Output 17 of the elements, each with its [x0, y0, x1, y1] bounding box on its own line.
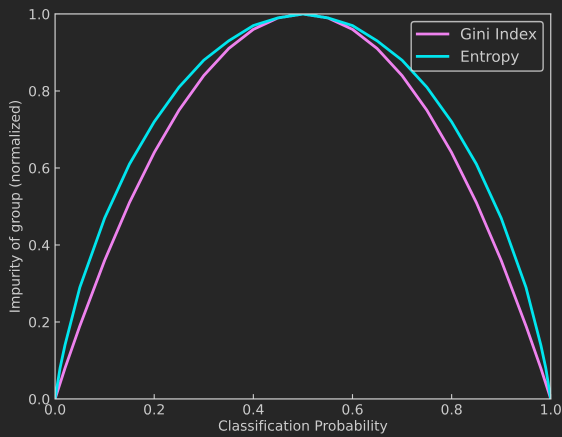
- x-tick-label: 0.0: [44, 404, 66, 415]
- line-series: [55, 14, 551, 399]
- y-axis-title: Impurity of group (normalized): [9, 100, 23, 312]
- y-tick-label: 1.0: [30, 8, 50, 20]
- x-tick-label: 1.0: [541, 404, 561, 415]
- x-tick-label: 0.8: [441, 404, 462, 415]
- legend-label: Gini Index: [460, 28, 537, 40]
- y-tick-label: 0.4: [29, 240, 50, 250]
- x-tick-label: 0.4: [243, 404, 264, 415]
- legend-label: Entropy: [462, 50, 519, 65]
- x-axis-title: Classification Probability: [218, 420, 388, 434]
- x-tick-label: 0.2: [144, 404, 164, 415]
- y-tick-label: 0.2: [29, 316, 49, 328]
- y-tick-label: 0.8: [29, 86, 50, 96]
- y-tick-label: 0.6: [29, 162, 50, 174]
- x-tick-label: 0.6: [342, 404, 363, 415]
- y-tick-label: 0.0: [29, 394, 50, 404]
